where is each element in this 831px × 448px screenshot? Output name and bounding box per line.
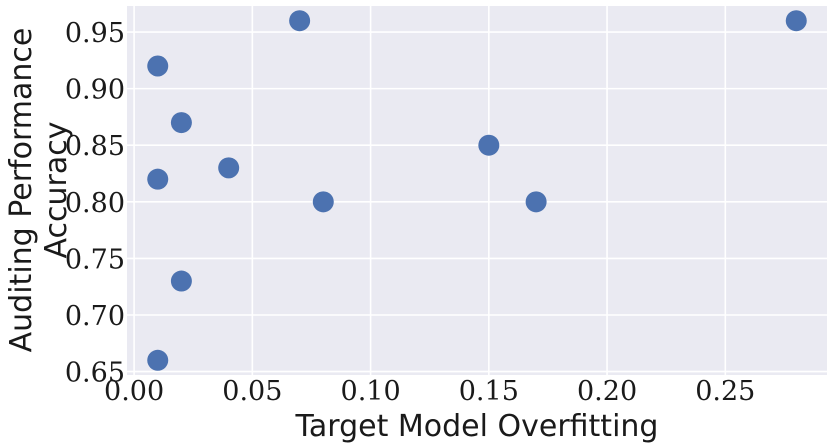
data-point [289, 10, 311, 32]
data-point [525, 191, 547, 213]
y-tick-label: 0.65 [65, 358, 125, 389]
data-point [170, 270, 192, 292]
data-point [147, 168, 169, 190]
y-tick-label: 0.70 [65, 301, 125, 332]
x-tick-label: 0.15 [459, 376, 519, 407]
y-axis-label: Auditing PerformanceAccuracy [4, 28, 74, 353]
data-point [147, 349, 169, 371]
grid-lines [127, 6, 827, 375]
y-tick-labels: 0.65 0.70 0.75 0.80 0.85 0.90 0.95 [65, 18, 125, 389]
y-tick-label: 0.95 [65, 18, 125, 49]
data-points [147, 10, 807, 371]
x-tick-label: 0.20 [577, 376, 637, 407]
data-point [170, 112, 192, 134]
y-tick-label: 0.75 [65, 244, 125, 275]
x-tick-label: 0.00 [104, 376, 164, 407]
y-axis-label-line-2: Accuracy [39, 122, 74, 259]
y-axis-label-line-1: Auditing Performance [4, 28, 39, 353]
y-tick-label: 0.80 [65, 188, 125, 219]
data-point [147, 55, 169, 77]
data-point [785, 10, 807, 32]
y-tick-label: 0.90 [65, 75, 125, 106]
x-tick-label: 0.10 [341, 376, 401, 407]
x-axis-label: Target Model Overfitting [295, 409, 659, 444]
x-tick-labels: 0.00 0.05 0.10 0.15 0.20 0.25 [104, 376, 755, 407]
data-point [312, 191, 334, 213]
data-point [218, 157, 240, 179]
x-tick-label: 0.05 [222, 376, 282, 407]
x-tick-label: 0.25 [695, 376, 755, 407]
data-point [478, 134, 500, 156]
y-tick-label: 0.85 [65, 131, 125, 162]
plot-area [127, 6, 827, 375]
